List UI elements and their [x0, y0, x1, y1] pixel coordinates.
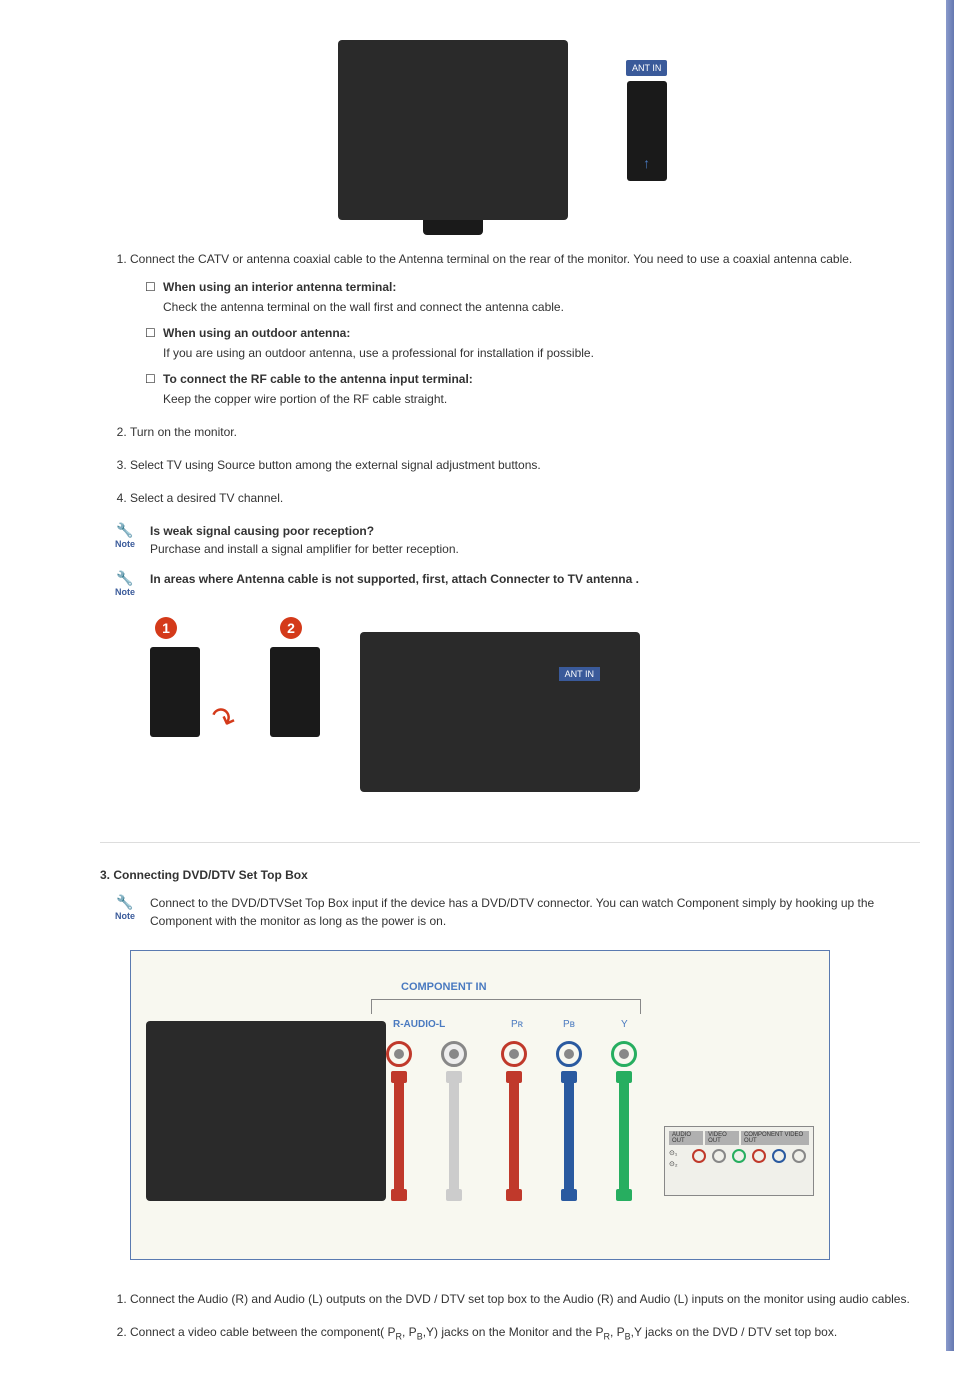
- sub2-desc: If you are using an outdoor antenna, use…: [163, 344, 920, 362]
- wrench-icon: 🔧: [116, 894, 133, 910]
- step-1-text: Connect the CATV or antenna coaxial cabl…: [130, 252, 852, 266]
- section-3-title: 3. Connecting DVD/DTV Set Top Box: [100, 868, 920, 882]
- note-icon-3: 🔧 Note: [110, 894, 140, 921]
- dvd-header-3: COMPONENT VIDEO OUT: [741, 1131, 809, 1145]
- antenna-part-2: [270, 647, 320, 737]
- sub2-title: When using an outdoor antenna:: [163, 326, 350, 340]
- mini-jack: [792, 1149, 806, 1163]
- sub-item-2: When using an outdoor antenna: If you ar…: [145, 324, 920, 362]
- y-jack: [611, 1041, 637, 1067]
- sub-item-1: When using an interior antenna terminal:…: [145, 278, 920, 316]
- dvd-header-2: VIDEO OUT: [705, 1131, 739, 1145]
- step-3: Select TV using Source button among the …: [130, 456, 920, 474]
- bracket-line: [371, 999, 641, 1014]
- note2-title: In areas where Antenna cable is not supp…: [150, 572, 639, 586]
- dvd-header-1: AUDIO OUT: [669, 1131, 703, 1145]
- sub1-desc: Check the antenna terminal on the wall f…: [163, 298, 920, 316]
- sub3-desc: Keep the copper wire portion of the RF c…: [163, 390, 920, 408]
- antenna-connector-image: ANT IN: [612, 60, 682, 200]
- antenna-connection-image: ANT IN: [100, 40, 920, 220]
- circle-1: 1: [155, 617, 177, 639]
- pb-label: Pʙ: [563, 1019, 575, 1030]
- antenna-body: [627, 81, 667, 181]
- sub3-title: To connect the RF cable to the antenna i…: [163, 372, 473, 386]
- cable-y: [619, 1071, 629, 1201]
- wrench-icon: 🔧: [116, 522, 133, 538]
- mini-jack: [712, 1149, 726, 1163]
- note1-title: Is weak signal causing poor reception?: [150, 524, 374, 538]
- monitor-image: [146, 1021, 386, 1201]
- sub1-title: When using an interior antenna terminal:: [163, 280, 396, 294]
- pr-jack: [501, 1041, 527, 1067]
- audio-r-jack: [386, 1041, 412, 1067]
- pr-label: Pʀ: [511, 1019, 523, 1030]
- pb-jack: [556, 1041, 582, 1067]
- monitor-rear-image: [338, 40, 568, 220]
- component-in-label: COMPONENT IN: [401, 981, 487, 993]
- ant-in-label: ANT IN: [626, 60, 667, 76]
- cable-audio-l: [449, 1071, 459, 1201]
- note-label: Note: [110, 539, 140, 549]
- mini-jack: [732, 1149, 746, 1163]
- curved-arrow-icon: ↷: [205, 699, 241, 740]
- step-4: Select a desired TV channel.: [130, 489, 920, 507]
- antenna-connecter-diagram: 1 2 ↷ ANT IN: [150, 612, 920, 812]
- mini-jack: [752, 1149, 766, 1163]
- section3-step1: Connect the Audio (R) and Audio (L) outp…: [130, 1290, 920, 1308]
- antin-label: ANT IN: [559, 667, 600, 681]
- circle-2: 2: [280, 617, 302, 639]
- note2-content: In areas where Antenna cable is not supp…: [140, 570, 920, 588]
- note-icon-2: 🔧 Note: [110, 570, 140, 597]
- section-divider: [100, 842, 920, 843]
- y-label: Y: [621, 1019, 628, 1030]
- sub-item-3: To connect the RF cable to the antenna i…: [145, 370, 920, 408]
- right-border-decoration: [946, 0, 954, 1351]
- cable-pr: [509, 1071, 519, 1201]
- dvd-settop-box: AUDIO OUT VIDEO OUT COMPONENT VIDEO OUT …: [664, 1126, 814, 1196]
- mini-jack: [772, 1149, 786, 1163]
- cable-audio-r: [394, 1071, 404, 1201]
- section3-step2: Connect a video cable between the compon…: [130, 1323, 920, 1344]
- note-weak-signal: 🔧 Note Is weak signal causing poor recep…: [100, 522, 920, 558]
- cable-pb: [564, 1071, 574, 1201]
- step-1: Connect the CATV or antenna coaxial cabl…: [130, 250, 920, 408]
- note1-desc: Purchase and install a signal amplifier …: [150, 542, 459, 556]
- note-icon: 🔧 Note: [110, 522, 140, 549]
- step-1-sublist: When using an interior antenna terminal:…: [130, 278, 920, 408]
- mini-jack: [692, 1149, 706, 1163]
- steps-list-2: Connect the Audio (R) and Audio (L) outp…: [100, 1290, 920, 1344]
- r-audio-l-label: R-AUDIO-L: [393, 1019, 445, 1030]
- note-dvd-connect: 🔧 Note Connect to the DVD/DTVSet Top Box…: [100, 894, 920, 930]
- note-label: Note: [110, 587, 140, 597]
- steps-list-1: Connect the CATV or antenna coaxial cabl…: [100, 250, 920, 507]
- note3-content: Connect to the DVD/DTVSet Top Box input …: [140, 894, 920, 930]
- note-antenna-cable: 🔧 Note In areas where Antenna cable is n…: [100, 570, 920, 597]
- step-2: Turn on the monitor.: [130, 423, 920, 441]
- audio-l-jack: [441, 1041, 467, 1067]
- monitor-rear-small: ANT IN: [360, 632, 640, 792]
- antenna-part-1: [150, 647, 200, 737]
- wrench-icon: 🔧: [116, 570, 133, 586]
- note1-content: Is weak signal causing poor reception? P…: [140, 522, 920, 558]
- note-label: Note: [110, 911, 140, 921]
- component-connection-diagram: COMPONENT IN R-AUDIO-L Pʀ Pʙ Y AUDIO OUT…: [130, 950, 830, 1260]
